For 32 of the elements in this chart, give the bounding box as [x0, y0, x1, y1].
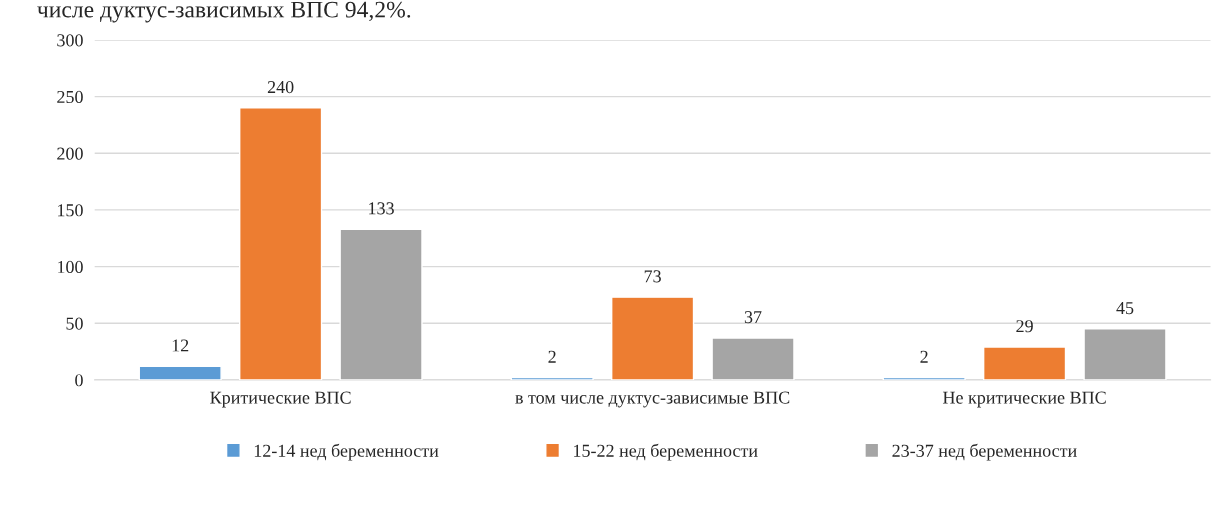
x-tick-label: в том числе дуктус-зависимые ВПС: [515, 391, 790, 408]
data-label: 73: [644, 270, 661, 283]
data-label: 37: [744, 311, 762, 324]
text: числе дуктус-зависимых ВПС 94,2%.: [37, 1, 411, 23]
data-label: 45: [1116, 302, 1134, 315]
data-label: 29: [1016, 320, 1033, 333]
bar: [610, 296, 695, 380]
bar: [1083, 328, 1167, 380]
y-tick-label: 250: [57, 90, 83, 104]
bar: [138, 365, 222, 380]
y-tick-label: 150: [58, 204, 83, 217]
legend-label: 23-37 нед беременности: [892, 443, 1077, 461]
bar: [239, 107, 323, 380]
data-label: 2: [920, 350, 928, 363]
x-tick-label: Не критические ВПС: [942, 391, 1106, 408]
data-label: 133: [369, 202, 394, 215]
x-tick-label: Критические ВПС: [210, 391, 351, 408]
y-tick-label: 50: [66, 317, 83, 330]
bar: [711, 337, 795, 380]
legend-label: 15-22 нед беременности: [574, 443, 758, 461]
y-tick-label: 200: [57, 147, 83, 160]
data-label: 2: [548, 350, 556, 363]
bar: [339, 228, 423, 380]
bar: [882, 376, 966, 380]
bar: [982, 346, 1067, 380]
y-tick-label: 0: [75, 374, 83, 387]
data-label: 240: [267, 80, 294, 94]
bar: [510, 376, 594, 380]
y-tick-label: 100: [58, 260, 83, 274]
data-label: 12: [172, 339, 189, 352]
legend-label: 12-14 нед беременности: [254, 443, 439, 461]
y-tick-label: 300: [57, 34, 83, 47]
